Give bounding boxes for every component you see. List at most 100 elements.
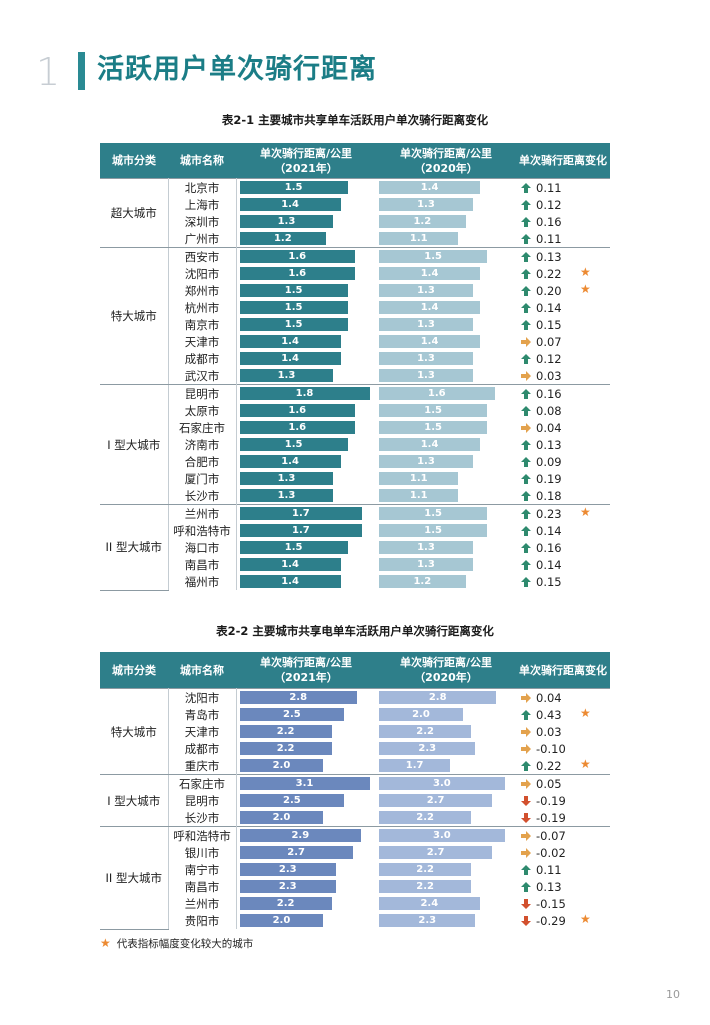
table-row: 南京市 1.5 1.3 0.15 <box>100 316 610 333</box>
bar-2021: 1.6 <box>239 267 356 280</box>
change-value: 0.18 <box>536 488 562 503</box>
header-2020: 单次骑行距离/公里 （2020年） <box>376 143 516 179</box>
city-name: 合肥市 <box>168 453 237 470</box>
city-name: 上海市 <box>168 196 237 213</box>
bar-2021: 2.5 <box>239 708 345 721</box>
bar-2020-cell: 2.2 <box>376 878 516 895</box>
bar-2020-cell: 1.5 <box>376 504 516 522</box>
header-change: 单次骑行距离变化 <box>516 143 610 179</box>
city-name: 杭州市 <box>168 299 237 316</box>
bar-2021: 1.7 <box>239 524 363 537</box>
bar-2021-cell: 2.9 <box>236 826 376 844</box>
trend-cell <box>516 844 536 861</box>
bar-2021-cell: 2.2 <box>236 895 376 912</box>
city-name: 呼和浩特市 <box>168 826 237 844</box>
bar-2021-cell: 2.3 <box>236 878 376 895</box>
table-row: 贵阳市 2.0 2.3 -0.29 ★ <box>100 912 610 929</box>
right-arrow-icon <box>521 370 531 381</box>
city-category: 特大城市 <box>100 688 169 775</box>
city-name: 成都市 <box>168 740 237 757</box>
change-value: 0.04 <box>536 420 562 435</box>
city-name: 兰州市 <box>168 504 237 522</box>
trend-cell <box>516 688 536 706</box>
bar-2020-cell: 2.4 <box>376 895 516 912</box>
bar-2020: 1.3 <box>379 455 473 468</box>
trend-cell <box>516 265 536 282</box>
bar-2020-cell: 3.0 <box>376 826 516 844</box>
bar-2020: 2.2 <box>379 863 472 876</box>
bar-2021: 1.6 <box>239 404 356 417</box>
table-row: 兰州市 2.2 2.4 -0.15 <box>100 895 610 912</box>
trend-cell <box>516 757 536 775</box>
change-value: 0.07 <box>536 334 562 349</box>
bar-2021: 1.3 <box>239 472 334 485</box>
up-arrow-icon <box>521 405 531 416</box>
table-row: 厦门市 1.3 1.1 0.19 <box>100 470 610 487</box>
up-arrow-icon <box>521 216 531 227</box>
table-row: 合肥市 1.4 1.3 0.09 <box>100 453 610 470</box>
bar-2021-cell: 2.0 <box>236 912 376 929</box>
bar-2020-cell: 1.4 <box>376 333 516 350</box>
trend-cell <box>516 453 536 470</box>
city-name: 沈阳市 <box>168 688 237 706</box>
city-name: 天津市 <box>168 333 237 350</box>
bar-2020-cell: 1.5 <box>376 419 516 436</box>
bar-2021-cell: 2.3 <box>236 861 376 878</box>
trend-cell <box>516 556 536 573</box>
city-name: 武汉市 <box>168 367 237 385</box>
header-city: 城市名称 <box>168 652 236 689</box>
bar-2020: 1.3 <box>379 541 473 554</box>
trend-cell <box>516 316 536 333</box>
change-value: 0.14 <box>536 300 562 315</box>
city-category: I 型大城市 <box>100 384 169 505</box>
bar-2020: 1.3 <box>379 198 473 211</box>
change-value: 0.16 <box>536 214 562 229</box>
change-value: 0.22 ★ <box>536 265 591 281</box>
city-category: 特大城市 <box>100 247 169 385</box>
bar-2021: 2.2 <box>239 897 332 910</box>
bar-2021-cell: 1.4 <box>236 333 376 350</box>
trend-cell <box>516 522 536 539</box>
city-name: 呼和浩特市 <box>168 522 237 539</box>
right-arrow-icon <box>521 743 531 754</box>
change-value: 0.15 <box>536 574 562 589</box>
bar-2021-cell: 1.5 <box>236 436 376 453</box>
bar-2020: 1.5 <box>379 250 488 263</box>
right-arrow-icon <box>521 422 531 433</box>
table-row: 南宁市 2.3 2.2 0.11 <box>100 861 610 878</box>
right-arrow-icon <box>521 778 531 789</box>
bar-2021-cell: 1.4 <box>236 556 376 573</box>
change-value: 0.11 <box>536 231 562 246</box>
bar-2020: 1.3 <box>379 558 473 571</box>
city-name: 石家庄市 <box>168 774 237 792</box>
bar-2020-cell: 1.4 <box>376 178 516 196</box>
bar-2021: 2.3 <box>239 863 336 876</box>
section-number: 1 <box>36 50 61 94</box>
bar-2021: 2.0 <box>239 914 324 927</box>
bar-2021: 1.5 <box>239 301 348 314</box>
change-value: -0.19 <box>536 810 566 825</box>
change-value: 0.04 <box>536 688 610 706</box>
bar-2021-cell: 2.2 <box>236 740 376 757</box>
header-2020: 单次骑行距离/公里 （2020年） <box>376 652 516 689</box>
bar-2021: 2.0 <box>239 811 324 824</box>
city-name: 成都市 <box>168 350 237 367</box>
bar-2020-cell: 1.1 <box>376 230 516 248</box>
up-arrow-icon <box>521 439 531 450</box>
bar-2021-cell: 2.5 <box>236 792 376 809</box>
change-value: -0.19 <box>536 793 566 808</box>
change-value: 0.22 ★ <box>536 757 591 773</box>
city-name: 昆明市 <box>168 792 237 809</box>
trend-cell <box>516 826 536 844</box>
bar-2021: 1.5 <box>239 438 348 451</box>
trend-cell <box>516 912 536 929</box>
bar-2020: 1.5 <box>379 421 488 434</box>
bar-2021-cell: 2.0 <box>236 809 376 827</box>
table-row: 超大城市 北京市 1.5 1.4 0.11 <box>100 178 610 248</box>
bar-2021-cell: 1.6 <box>236 247 376 265</box>
bar-2021: 1.8 <box>239 387 370 400</box>
change-value: 0.11 <box>536 178 610 196</box>
trend-cell <box>516 196 536 213</box>
bar-2021: 1.2 <box>239 232 327 245</box>
star-icon: ★ <box>580 706 591 720</box>
